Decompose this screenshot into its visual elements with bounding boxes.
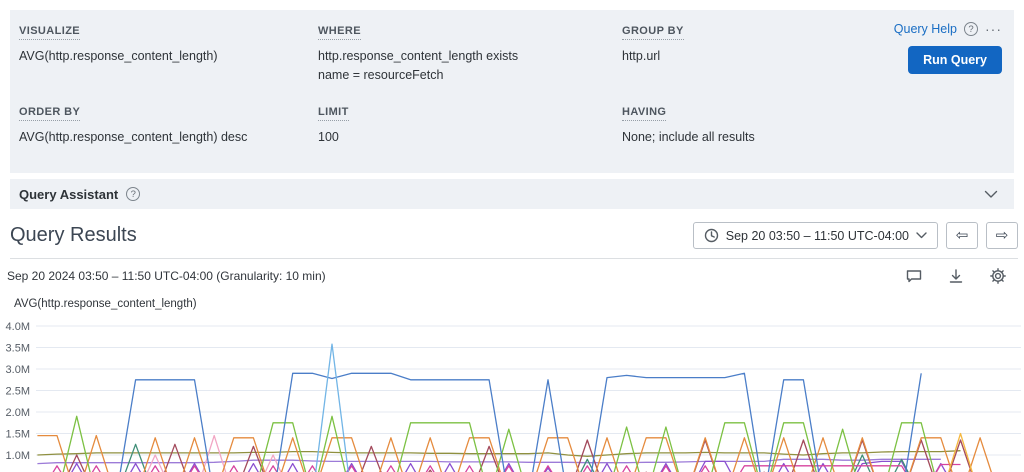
svg-text:2.0M: 2.0M xyxy=(6,407,30,419)
builder-cell-limit[interactable]: LIMIT 100 xyxy=(318,102,622,163)
svg-text:3.5M: 3.5M xyxy=(6,343,30,355)
builder-cell-having[interactable]: HAVING None; include all results xyxy=(622,102,842,163)
comment-button[interactable] xyxy=(906,268,922,284)
series-orange xyxy=(37,435,992,472)
toolbar-icons xyxy=(906,268,1014,285)
builder-cell-where[interactable]: WHERE http.response_content_length exist… xyxy=(318,21,622,102)
query-assistant-bar[interactable]: Query Assistant ? xyxy=(10,179,1014,210)
svg-text:4.0M: 4.0M xyxy=(6,321,30,333)
visualize-label: VISUALIZE xyxy=(19,25,81,40)
builder-actions: Query Help ? ··· Run Query xyxy=(842,21,1002,102)
chart-block: AVG(http.response_content_length) 4.0M 3.… xyxy=(0,298,1024,472)
results-header: Query Results Sep 20 03:50 – 11:50 UTC-0… xyxy=(10,222,1018,260)
where-value-1: http.response_content_length exists xyxy=(318,49,519,63)
settings-button[interactable] xyxy=(990,268,1006,285)
results-toolbar: Sep 20 2024 03:50 – 11:50 UTC-04:00 (Gra… xyxy=(7,268,1014,285)
chevron-down-icon[interactable] xyxy=(984,190,998,199)
time-range-value: Sep 20 03:50 – 11:50 UTC-04:00 xyxy=(725,228,909,243)
order-by-label: ORDER BY xyxy=(19,106,81,121)
having-value: None; include all results xyxy=(622,129,755,144)
visualize-value: AVG(http.response_content_length) xyxy=(19,49,218,63)
comment-icon xyxy=(906,270,922,283)
series-green xyxy=(62,415,935,472)
builder-cell-visualize[interactable]: VISUALIZE AVG(http.response_content_leng… xyxy=(19,21,318,102)
previous-time-window-button[interactable]: ⇦ xyxy=(946,222,978,250)
chevron-down-icon xyxy=(916,232,927,239)
download-icon xyxy=(949,268,963,283)
query-help-link[interactable]: Query Help xyxy=(893,22,957,36)
query-assistant-label: Query Assistant xyxy=(19,186,119,202)
clock-icon xyxy=(704,228,718,243)
svg-text:1.5M: 1.5M xyxy=(6,429,30,441)
builder-grid-spacer xyxy=(842,102,1002,163)
time-range-summary: Sep 20 2024 03:50 – 11:50 UTC-04:00 (Gra… xyxy=(7,269,326,284)
builder-cell-group-by[interactable]: GROUP BY http.url xyxy=(622,21,842,102)
where-value-2: name = resourceFetch xyxy=(318,68,444,83)
query-builder-panel: VISUALIZE AVG(http.response_content_leng… xyxy=(10,10,1014,174)
limit-value: 100 xyxy=(318,129,339,144)
series-purple xyxy=(37,458,941,465)
where-label: WHERE xyxy=(318,25,361,40)
svg-text:3.0M: 3.0M xyxy=(6,364,30,376)
builder-cell-order-by[interactable]: ORDER BY AVG(http.response_content_lengt… xyxy=(19,102,318,163)
order-by-value: AVG(http.response_content_length) desc xyxy=(19,129,248,144)
group-by-label: GROUP BY xyxy=(622,25,684,40)
series-teal xyxy=(124,443,909,472)
next-time-window-button[interactable]: ⇨ xyxy=(986,222,1018,250)
query-help-icon[interactable]: ? xyxy=(964,22,978,36)
having-label: HAVING xyxy=(622,106,667,121)
query-help-row: Query Help ? ··· xyxy=(894,21,1002,37)
series-olive xyxy=(37,450,961,458)
series-blue xyxy=(119,372,922,472)
group-by-value: http.url xyxy=(622,49,661,63)
series-magenta xyxy=(52,463,961,472)
query-assistant-help-icon[interactable]: ? xyxy=(126,187,141,202)
header-controls: Sep 20 03:50 – 11:50 UTC-04:00 ⇦ ⇨ xyxy=(692,222,1018,250)
gear-icon xyxy=(990,268,1006,285)
download-button[interactable] xyxy=(949,268,963,284)
run-query-button[interactable]: Run Query xyxy=(908,46,1002,74)
query-results-chart[interactable]: 4.0M3.5M3.0M2.5M2.0M1.5M1.0M0.5M004:0005… xyxy=(0,316,1024,472)
time-range-dropdown[interactable]: Sep 20 03:50 – 11:50 UTC-04:00 xyxy=(692,222,938,250)
builder-grid: VISUALIZE AVG(http.response_content_leng… xyxy=(19,21,1002,163)
series-violet xyxy=(71,460,947,472)
more-menu-icon[interactable]: ··· xyxy=(985,21,1002,37)
limit-label: LIMIT xyxy=(318,106,349,121)
chart-title: AVG(http.response_content_length) xyxy=(14,298,197,311)
svg-text:2.5M: 2.5M xyxy=(6,386,30,398)
svg-text:1.0M: 1.0M xyxy=(6,450,30,462)
page-title: Query Results xyxy=(10,224,137,247)
